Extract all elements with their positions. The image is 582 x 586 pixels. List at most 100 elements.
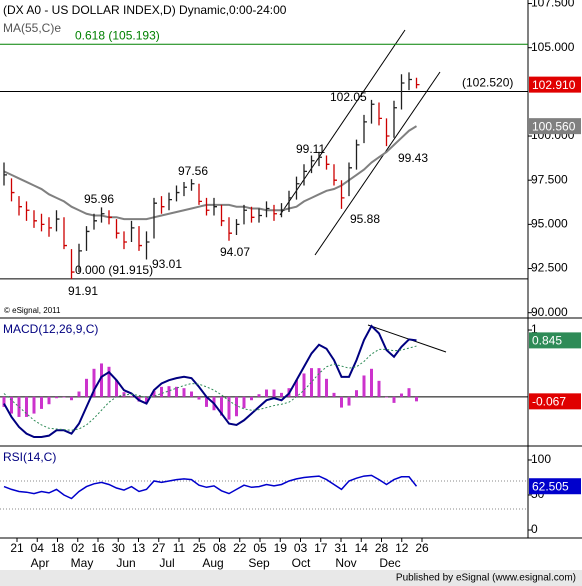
price-bar <box>415 77 420 89</box>
price-bar <box>220 204 225 227</box>
price-bar <box>355 139 360 170</box>
last-value-label: 102.910 <box>532 78 576 92</box>
price-bar <box>48 217 52 237</box>
chart-title: (DX A0 - US DOLLAR INDEX,D) Dynamic,0:00… <box>3 3 287 17</box>
y-tick-label: 107.500 <box>531 0 575 10</box>
swing-label: 99.11 <box>296 142 325 156</box>
y-tick-label: 97.500 <box>531 172 568 186</box>
price-bar <box>295 176 300 200</box>
x-tick-label: 08 <box>213 541 227 555</box>
price-bar <box>363 114 367 144</box>
swing-label: 99.43 <box>398 151 428 165</box>
y-tick-label: 100 <box>531 452 551 466</box>
month-label: Oct <box>292 556 311 570</box>
swing-label: 91.91 <box>68 284 98 298</box>
price-bar <box>123 231 127 250</box>
price-bar <box>70 249 75 279</box>
x-tick-label: 04 <box>31 541 45 555</box>
legend-entry: MA(55,C)e <box>3 21 61 35</box>
price-bar <box>393 100 397 138</box>
x-tick-label: 21 <box>10 541 24 555</box>
x-tick-label: 28 <box>375 541 389 555</box>
x-tick-label: 02 <box>71 541 85 555</box>
x-tick-label: 14 <box>355 541 369 555</box>
panel-title: MACD(12,26,9,C) <box>3 322 98 336</box>
price-bar <box>303 164 307 186</box>
month-label: Aug <box>202 556 223 570</box>
last-value-label: -0.067 <box>532 395 566 409</box>
price-bar <box>408 72 412 91</box>
last-value-label: 100.560 <box>532 119 576 133</box>
price-bar <box>198 183 202 205</box>
price-bar <box>168 192 172 211</box>
last-value-box <box>529 332 581 349</box>
last-value-box <box>529 478 581 495</box>
footer-bar <box>0 570 582 586</box>
month-label: Nov <box>335 556 356 570</box>
x-tick-label: 27 <box>152 541 166 555</box>
price-bar <box>333 164 337 186</box>
footer: Published by eSignal (www.esignal.com) <box>396 573 576 584</box>
price-bar <box>288 190 292 212</box>
x-tick-label: 11 <box>173 541 186 555</box>
last-value-label: 62.505 <box>532 479 569 493</box>
price-bar <box>190 179 195 191</box>
price-bar <box>138 226 142 251</box>
last-value-box <box>529 76 581 93</box>
price-bar <box>108 210 112 225</box>
price-bar <box>85 226 90 251</box>
price-bar <box>55 210 60 232</box>
x-tick-label: 16 <box>91 541 105 555</box>
month-label: Apr <box>31 556 50 570</box>
price-bar <box>213 197 217 216</box>
swing-label: 102.05 <box>330 90 367 104</box>
price-bar <box>160 196 165 214</box>
price-bar <box>280 203 285 218</box>
price-bar <box>228 217 232 241</box>
macd-line <box>3 324 417 438</box>
price-bar <box>235 219 240 235</box>
price-bar <box>145 231 150 260</box>
price-bar <box>78 243 82 273</box>
price-bar <box>243 204 247 225</box>
trend-line <box>367 324 447 353</box>
price-bar <box>63 217 67 250</box>
x-tick-label: 19 <box>274 541 288 555</box>
month-label: May <box>71 556 94 570</box>
swing-label: 94.07 <box>220 245 250 259</box>
price-bar <box>130 220 135 243</box>
month-label: Dec <box>379 556 400 570</box>
price-bar <box>348 162 352 197</box>
last-value-box <box>529 118 581 135</box>
x-tick-label: 30 <box>112 541 126 555</box>
price-bar <box>115 219 120 239</box>
price-bar <box>25 201 30 221</box>
channel-line <box>314 71 441 256</box>
moving-average <box>3 125 418 221</box>
level-label: 0.000 (91.915) <box>75 263 153 277</box>
price-bar <box>153 197 157 239</box>
month-label: Jun <box>116 556 135 570</box>
price-bar <box>33 210 37 228</box>
price-bar <box>400 74 405 110</box>
price-bar <box>310 155 315 174</box>
price-bar <box>325 155 330 170</box>
y-tick-label: 105.000 <box>531 40 575 54</box>
last-value-box <box>529 393 581 410</box>
price-bar <box>385 118 390 147</box>
price-bar <box>18 196 22 216</box>
copyright: © eSignal, 2011 <box>4 306 61 315</box>
last-value-label: 0.845 <box>532 334 562 348</box>
y-tick-label: 0 <box>531 522 538 536</box>
x-tick-label: 03 <box>294 541 308 555</box>
price-bar <box>183 181 187 197</box>
x-tick-label: 13 <box>132 541 146 555</box>
month-label: Jul <box>159 556 174 570</box>
price-bar <box>340 180 345 209</box>
swing-label: 97.56 <box>178 164 208 178</box>
x-tick-label: 31 <box>334 541 348 555</box>
price-bar <box>175 185 180 202</box>
y-tick-label: 1 <box>531 322 538 336</box>
